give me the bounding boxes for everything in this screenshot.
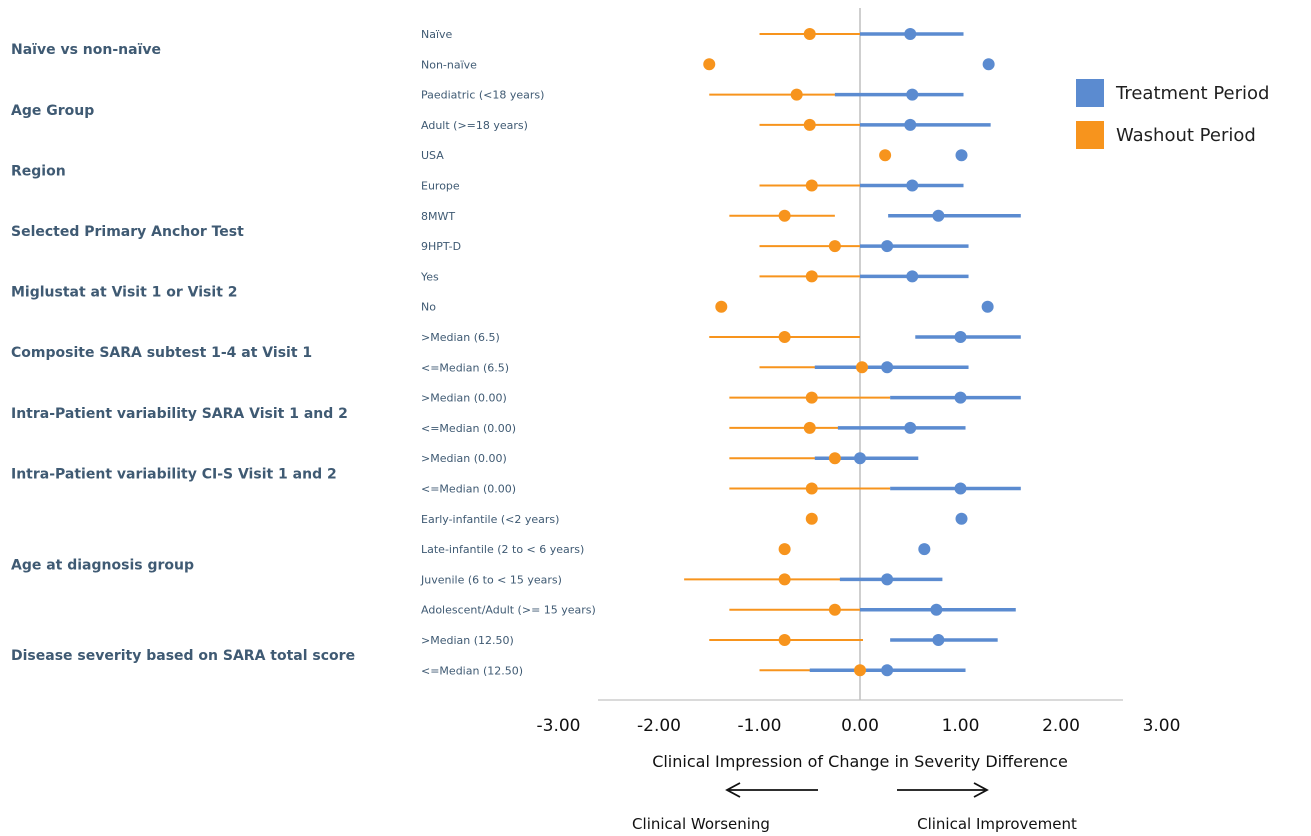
subgroup-label: No bbox=[421, 301, 436, 314]
subgroup-label: Early-infantile (<2 years) bbox=[421, 513, 559, 526]
treatment-point bbox=[955, 512, 968, 525]
subgroup-label: USA bbox=[421, 149, 444, 162]
washout-point bbox=[790, 88, 803, 101]
subgroup-label: Naïve bbox=[421, 28, 453, 41]
subgroup-label: >Median (0.00) bbox=[421, 452, 507, 465]
treatment-point bbox=[932, 209, 945, 222]
x-tick-labels: -3.00 -2.00 -1.00 0.00 1.00 2.00 3.00 bbox=[537, 716, 1181, 736]
treatment-point bbox=[906, 179, 919, 192]
confidence-intervals bbox=[684, 32, 1021, 673]
washout-point bbox=[778, 209, 791, 222]
washout-point bbox=[854, 664, 866, 677]
washout-point bbox=[828, 240, 841, 253]
treatment-point bbox=[982, 58, 995, 71]
washout-point bbox=[805, 512, 818, 525]
treatment-point bbox=[881, 240, 894, 253]
treatment-point bbox=[954, 331, 967, 343]
clinical-worsening-label: Clinical Worsening bbox=[632, 815, 770, 833]
clinical-improvement-label: Clinical Improvement bbox=[917, 815, 1077, 833]
subgroup-label: Paediatric (<18 years) bbox=[421, 89, 544, 102]
legend-swatch bbox=[1076, 79, 1104, 107]
group-label: Region bbox=[11, 163, 66, 179]
treatment-point bbox=[981, 300, 994, 313]
legend-swatch bbox=[1076, 121, 1104, 149]
group-label: Age Group bbox=[11, 103, 94, 119]
group-label: Naïve vs non-naïve bbox=[11, 42, 161, 58]
subgroup-label: <=Median (0.00) bbox=[421, 422, 516, 435]
washout-point bbox=[778, 331, 791, 343]
treatment-point bbox=[906, 270, 919, 283]
legend-label: Washout Period bbox=[1116, 125, 1256, 146]
x-axis-title: Clinical Impression of Change in Severit… bbox=[652, 752, 1068, 771]
group-label: Selected Primary Anchor Test bbox=[11, 224, 244, 240]
point-estimates bbox=[703, 28, 995, 677]
washout-point bbox=[828, 452, 841, 465]
subgroup-label: <=Median (6.5) bbox=[421, 361, 509, 374]
legend: Treatment Period Washout Period bbox=[1076, 79, 1269, 149]
treatment-point bbox=[881, 573, 894, 586]
x-tick-label: 3.00 bbox=[1143, 716, 1181, 736]
treatment-point bbox=[954, 482, 967, 495]
treatment-point bbox=[854, 452, 866, 465]
washout-point bbox=[805, 270, 818, 283]
subgroup-label: Europe bbox=[421, 180, 460, 193]
treatment-point bbox=[881, 361, 894, 374]
treatment-point bbox=[906, 88, 919, 101]
treatment-point bbox=[930, 603, 943, 616]
treatment-point bbox=[881, 664, 894, 677]
subgroup-label: >Median (6.5) bbox=[421, 331, 500, 344]
washout-point bbox=[856, 361, 869, 374]
row-labels: Naïve Non-naïve Paediatric (<18 years) Adul… bbox=[420, 28, 596, 677]
subgroup-label: Non-naïve bbox=[421, 58, 477, 71]
group-label: Intra-Patient variability SARA Visit 1 a… bbox=[11, 406, 348, 422]
washout-point bbox=[803, 421, 816, 434]
x-tick-label: -2.00 bbox=[637, 716, 681, 736]
subgroup-label: Juvenile (6 to < 15 years) bbox=[420, 573, 562, 586]
group-label: Intra-Patient variability CI-S Visit 1 a… bbox=[11, 466, 337, 482]
treatment-point bbox=[954, 391, 967, 404]
improvement-arrow bbox=[897, 782, 989, 798]
subgroup-label: Late-infantile (2 to < 6 years) bbox=[421, 543, 584, 556]
washout-point bbox=[703, 58, 716, 71]
treatment-point bbox=[904, 118, 917, 131]
treatment-point bbox=[955, 149, 968, 162]
legend-label: Treatment Period bbox=[1115, 83, 1269, 104]
x-tick-label: 2.00 bbox=[1042, 716, 1080, 736]
subgroup-label: <=Median (12.50) bbox=[421, 664, 523, 677]
treatment-point bbox=[904, 28, 917, 40]
group-label: Miglustat at Visit 1 or Visit 2 bbox=[11, 285, 238, 301]
subgroup-label: <=Median (0.00) bbox=[421, 483, 516, 496]
washout-point bbox=[828, 603, 841, 616]
group-labels: Naïve vs non-naïve Age Group Region Selecte… bbox=[11, 42, 355, 664]
washout-point bbox=[715, 300, 728, 313]
washout-point bbox=[805, 179, 818, 192]
subgroup-label: 8MWT bbox=[421, 210, 455, 223]
group-label: Age at diagnosis group bbox=[11, 557, 194, 573]
subgroup-label: Adolescent/Adult (>= 15 years) bbox=[421, 604, 596, 617]
washout-point bbox=[879, 149, 892, 162]
x-tick-label: 1.00 bbox=[942, 716, 980, 736]
x-tick-label: -3.00 bbox=[537, 716, 581, 736]
x-tick-label: -1.00 bbox=[738, 716, 782, 736]
group-label: Disease severity based on SARA total sco… bbox=[11, 648, 355, 664]
treatment-point bbox=[918, 543, 931, 556]
subgroup-label: Adult (>=18 years) bbox=[421, 119, 528, 132]
washout-point bbox=[778, 634, 791, 646]
subgroup-label: >Median (0.00) bbox=[421, 392, 507, 405]
washout-point bbox=[778, 543, 791, 556]
x-tick-label: 0.00 bbox=[841, 716, 879, 736]
treatment-point bbox=[932, 634, 945, 646]
washout-point bbox=[805, 391, 818, 404]
subgroup-label: Yes bbox=[420, 270, 439, 283]
washout-point bbox=[778, 573, 791, 586]
washout-point bbox=[803, 28, 816, 40]
subgroup-label: 9HPT-D bbox=[421, 240, 461, 253]
washout-point bbox=[805, 482, 818, 495]
washout-point bbox=[803, 118, 816, 131]
worsening-arrow bbox=[725, 782, 818, 798]
treatment-point bbox=[904, 421, 917, 434]
group-label: Composite SARA subtest 1-4 at Visit 1 bbox=[11, 345, 312, 361]
subgroup-label: >Median (12.50) bbox=[421, 634, 514, 647]
